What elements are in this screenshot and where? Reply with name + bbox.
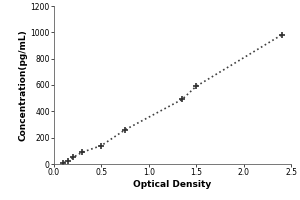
Y-axis label: Concentration(pg/mL): Concentration(pg/mL) [19, 29, 28, 141]
X-axis label: Optical Density: Optical Density [134, 180, 212, 189]
